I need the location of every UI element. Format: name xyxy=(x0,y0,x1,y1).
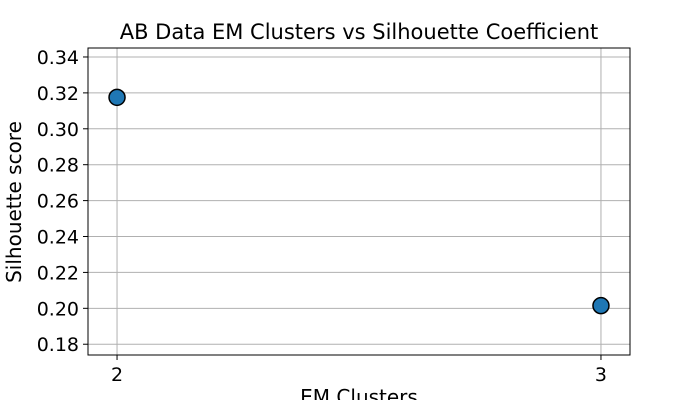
chart-title: AB Data EM Clusters vs Silhouette Coeffi… xyxy=(120,20,599,44)
x-axis-label: EM Clusters xyxy=(300,385,418,400)
y-tick-label: 0.30 xyxy=(37,119,79,141)
data-point xyxy=(592,296,610,315)
y-tick-label: 0.18 xyxy=(37,334,79,356)
point-layer xyxy=(108,88,610,315)
x-tick-label: 2 xyxy=(111,364,123,386)
y-tick-label: 0.26 xyxy=(37,191,79,213)
x-tick-label: 3 xyxy=(595,364,607,386)
tick-layer: 0.18 0.20 0.22 0.24 0.26 0.28 0.30 0.32 0.34 2 3 xyxy=(37,47,607,386)
y-tick-label: 0.34 xyxy=(37,47,79,69)
y-axis-label: Silhouette score xyxy=(2,121,26,283)
y-tick-label: 0.32 xyxy=(37,83,79,105)
y-tick-label: 0.20 xyxy=(37,298,79,320)
grid-layer xyxy=(88,48,630,355)
data-point xyxy=(108,88,126,107)
plot-frame xyxy=(87,47,631,356)
y-tick-label: 0.22 xyxy=(37,262,79,284)
y-tick-label: 0.24 xyxy=(37,227,79,249)
y-tick-label: 0.28 xyxy=(37,155,79,177)
